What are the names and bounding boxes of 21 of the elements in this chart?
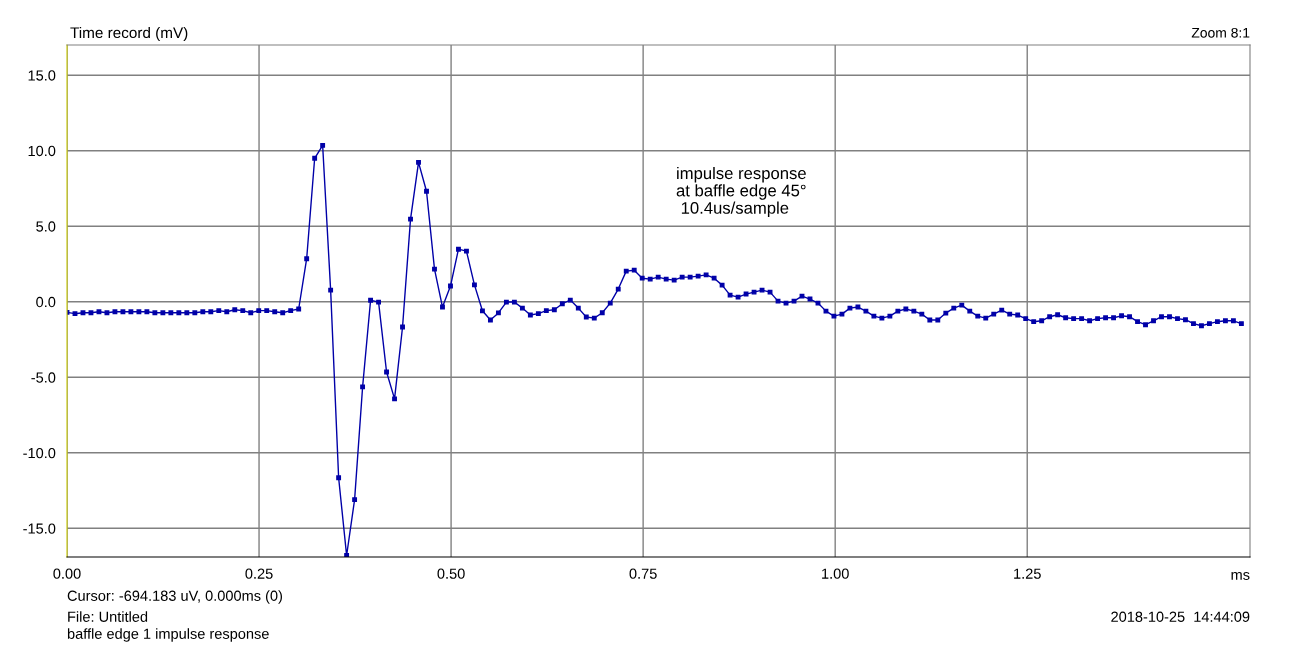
y-tick-label: 5.0 — [36, 221, 56, 232]
y-tick-label: -5.0 — [31, 372, 56, 383]
text: 2018-10-25 14:44:09 — [1111, 611, 1250, 622]
text: baffle edge 1 impulse response — [67, 628, 269, 642]
text: File: Untitled — [68, 611, 148, 622]
y-tick-label: 10.0 — [28, 145, 56, 157]
chart-subtitle: Zoom 8:1 — [1191, 27, 1250, 38]
x-tick-label: 0.50 — [437, 568, 465, 579]
x-tick-label: 0.25 — [245, 568, 273, 579]
y-tick-label: 0.0 — [36, 296, 56, 308]
annotation: impulse response at baffle edge 45° 10.4us/sample — [676, 166, 806, 218]
y-tick-label: -10.0 — [23, 447, 56, 459]
x-tick-label: 1.00 — [822, 568, 849, 579]
x-axis-title: ms — [1231, 571, 1250, 580]
x-tick-label: 0.00 — [53, 568, 81, 579]
chart-title: Time record (mV) — [70, 26, 188, 42]
text: Cursor: -694.183 uV, 0.000ms (0) — [67, 590, 282, 604]
x-tick-label: 0.75 — [629, 568, 657, 579]
y-tick-label: 15.0 — [28, 70, 56, 81]
y-tick-label: -15.0 — [23, 523, 56, 534]
x-tick-label: 1.25 — [1014, 568, 1041, 579]
